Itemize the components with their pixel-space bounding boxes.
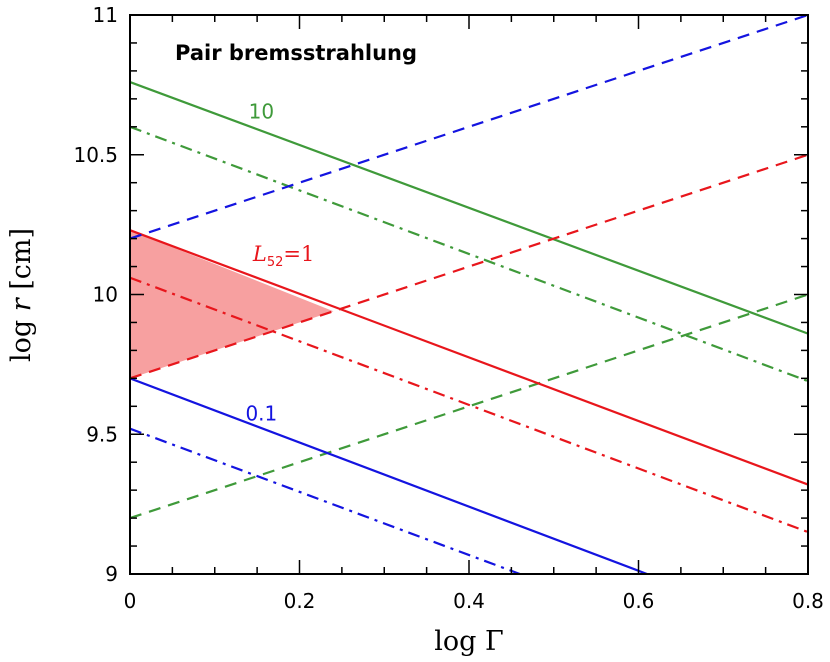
- y-tick-label: 11: [93, 3, 118, 27]
- tick-label-layer: 0 0.2 0.4 0.6 0.8 9 9.5 10 10.5 11: [73, 3, 823, 613]
- shaded-region-layer: [130, 230, 334, 379]
- y-axis-label-part-2: r: [6, 296, 37, 311]
- series-layer: [129, 13, 809, 576]
- x-tick-label: 0.2: [284, 589, 316, 613]
- y-tick-label: 10: [93, 283, 118, 307]
- luminosity-label-subscript: 52: [267, 255, 284, 270]
- y-axis-label-part-3: [cm]: [6, 228, 37, 298]
- series-line-7: [129, 427, 521, 576]
- y-tick-label: 9: [105, 562, 118, 586]
- series-line-5: [129, 153, 809, 380]
- luminosity-label-suffix: =1: [283, 242, 314, 266]
- luminosity-label: L52=1: [252, 242, 314, 270]
- series-line-4: [129, 276, 809, 534]
- annotation-0-1: 0.1: [245, 401, 277, 425]
- series-line-3: [129, 229, 809, 486]
- series-line-1: [129, 125, 809, 383]
- y-tick-label: 9.5: [86, 422, 118, 446]
- luminosity-label-prefix: L: [252, 242, 267, 266]
- shaded-region: [130, 230, 334, 379]
- y-axis-label: log r [cm]: [6, 228, 37, 362]
- x-tick-label: 0.8: [792, 589, 824, 613]
- series-line-0: [129, 81, 809, 335]
- chart-title: Pair bremsstrahlung: [175, 41, 417, 65]
- x-tick-label: 0.6: [623, 589, 655, 613]
- annotation-10: 10: [249, 99, 274, 123]
- tick-layer: [129, 14, 809, 575]
- y-axis-label-part-1: log: [6, 311, 37, 362]
- x-axis-label: log Γ: [434, 626, 504, 657]
- y-tick-label: 10.5: [73, 143, 118, 167]
- x-tick-label: 0: [124, 589, 137, 613]
- series-line-6: [129, 377, 648, 576]
- x-tick-label: 0.4: [453, 589, 485, 613]
